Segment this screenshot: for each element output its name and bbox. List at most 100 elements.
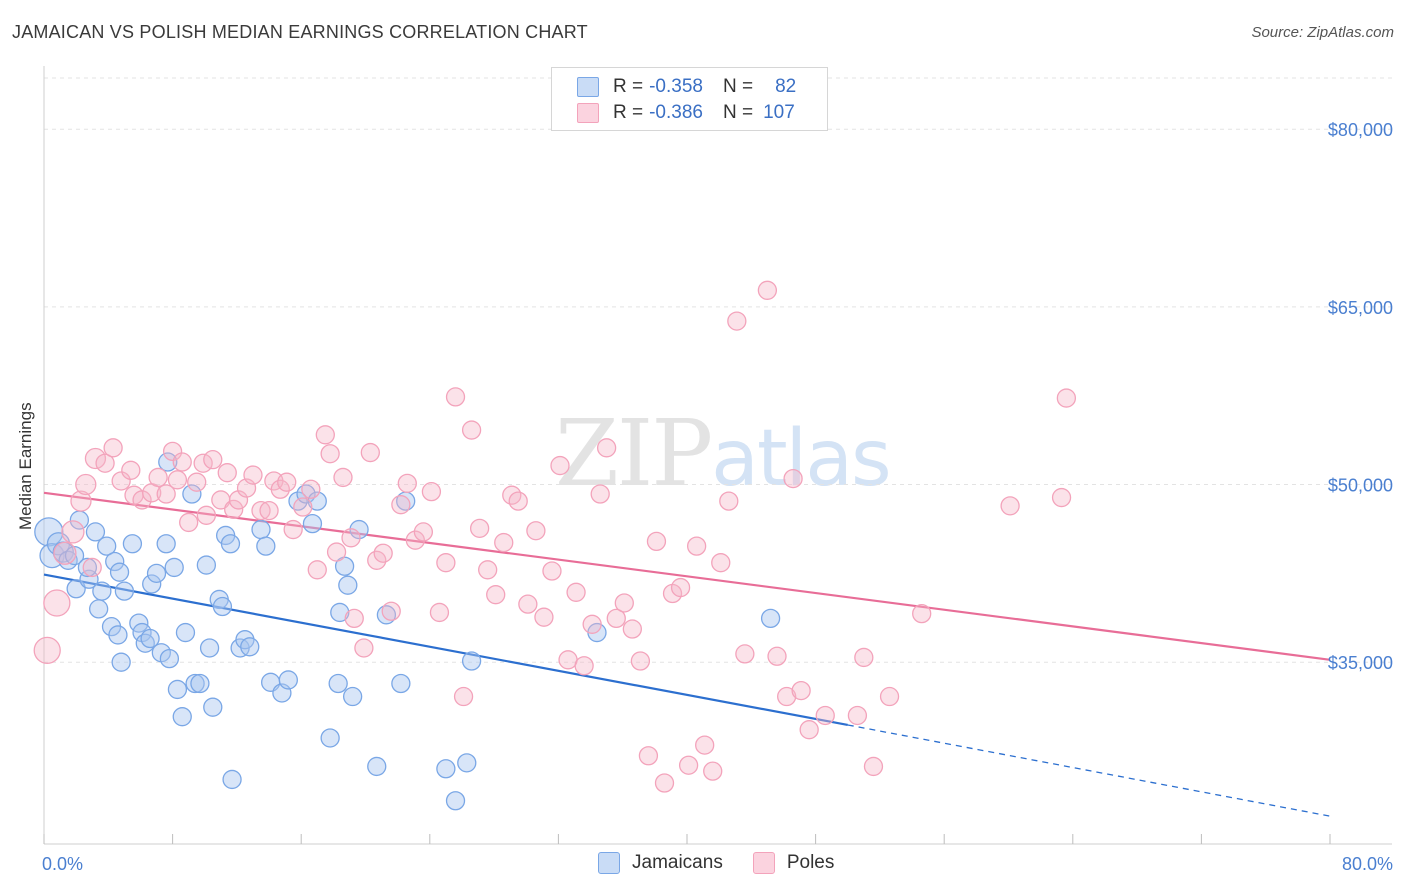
jamaican-point (89, 599, 109, 619)
polish-point (179, 512, 199, 533)
jamaican-point (109, 562, 130, 582)
series-legend-poles[interactable]: Poles (752, 852, 835, 874)
legend-n-value: 107 (763, 102, 795, 123)
jamaican-point (278, 670, 298, 690)
y-tick-label: $35,000 (1328, 653, 1393, 673)
correlation-legend: R = -0.358 N = 82 R = -0.386 N = 107 (551, 67, 828, 131)
jamaican-point (64, 545, 85, 566)
jamaican-point (196, 555, 217, 575)
y-tick-label: $50,000 (1328, 476, 1393, 496)
jamaican-point (146, 563, 167, 584)
polish-point (436, 553, 456, 573)
jamaican-point (92, 581, 112, 601)
polish-point (103, 438, 123, 458)
polish-point (320, 444, 340, 464)
polish-point (148, 467, 168, 488)
polish-point (461, 420, 482, 440)
polish-point (630, 651, 651, 671)
polish-point (912, 603, 932, 624)
polish-point (82, 557, 102, 578)
jamaican-point (342, 686, 363, 707)
polish-point (686, 536, 707, 556)
x-tick-label-max: 80.0% (1342, 854, 1393, 874)
series-label-poles: Poles (786, 852, 835, 873)
polish-point (187, 472, 207, 492)
polish-point (654, 773, 675, 793)
polish-point (301, 479, 321, 499)
polish-point (413, 522, 434, 542)
axes (43, 66, 1392, 845)
polish-point (354, 638, 374, 658)
jamaican-point (338, 575, 358, 595)
polish-point (162, 441, 183, 462)
polish-point (703, 761, 723, 781)
jamaican-trend-extension (847, 724, 1331, 817)
jamaican-point (140, 628, 160, 649)
polish-point (596, 438, 617, 458)
jamaican-point (156, 534, 176, 554)
polish-point (518, 594, 538, 614)
polish-point (574, 656, 594, 676)
polish-point (879, 686, 900, 707)
polish-point (469, 518, 490, 539)
polish-point (95, 453, 115, 473)
jamaican-point (391, 673, 411, 694)
polish-point (333, 467, 353, 488)
polish-point (494, 532, 514, 553)
legend-n-label: N = (722, 102, 754, 123)
legend-swatch-poles (577, 103, 599, 123)
polish-point (360, 442, 380, 463)
legend-r-value: -0.386 (649, 102, 703, 123)
chart-title: JAMAICAN VS POLISH MEDIAN EARNINGS CORRE… (12, 22, 588, 42)
polish-point (61, 520, 85, 544)
jamaican-point (349, 519, 369, 540)
polish-point (397, 473, 417, 493)
watermark-atlas: atlas (711, 414, 891, 504)
polish-point (453, 686, 474, 707)
polish-point (341, 528, 361, 548)
polish-point (43, 589, 71, 617)
legend-swatch-jamaicans (577, 77, 599, 97)
polish-point (526, 521, 546, 541)
polish-point (293, 497, 313, 517)
polish-point (156, 484, 176, 504)
jamaican-point (320, 728, 340, 748)
polish-point (534, 607, 554, 627)
polish-point (277, 472, 297, 492)
polish-point (217, 463, 237, 483)
grid-lines (44, 77, 1392, 663)
polish-point (542, 561, 562, 581)
polish-point (1051, 487, 1072, 508)
polish-point (638, 746, 659, 766)
source-label: Source: ZipAtlas.com (1251, 24, 1394, 41)
polish-point (172, 452, 192, 472)
jamaican-point (212, 596, 233, 617)
polish-point (33, 636, 61, 664)
polish-point (815, 705, 835, 726)
series-legend-jamaicans[interactable]: Jamaicans (598, 852, 723, 874)
polish-point (854, 647, 874, 668)
polish-point (203, 450, 223, 470)
jamaican-point (85, 522, 106, 542)
jamaican-point (164, 557, 184, 578)
polish-point (777, 686, 797, 707)
jamaican-point (367, 756, 387, 777)
jamaican-point (172, 707, 192, 727)
jamaican-point (167, 679, 188, 700)
legend-row-jamaicans: R = -0.358 N = 82 (577, 76, 796, 98)
polish-point (1056, 388, 1077, 408)
polish-point (132, 490, 152, 510)
jamaican-point (251, 519, 271, 540)
polish-point (326, 542, 347, 562)
polish-point (259, 500, 279, 521)
polish-point (391, 495, 411, 515)
series-swatch-poles (752, 852, 775, 874)
polish-point (70, 490, 92, 512)
polish-point (243, 465, 263, 485)
legend-n-value: 82 (775, 76, 797, 97)
polish-point (622, 619, 642, 639)
jamaican-point (457, 753, 477, 773)
jamaican-trend-line (43, 573, 848, 727)
polish-point (167, 470, 188, 490)
